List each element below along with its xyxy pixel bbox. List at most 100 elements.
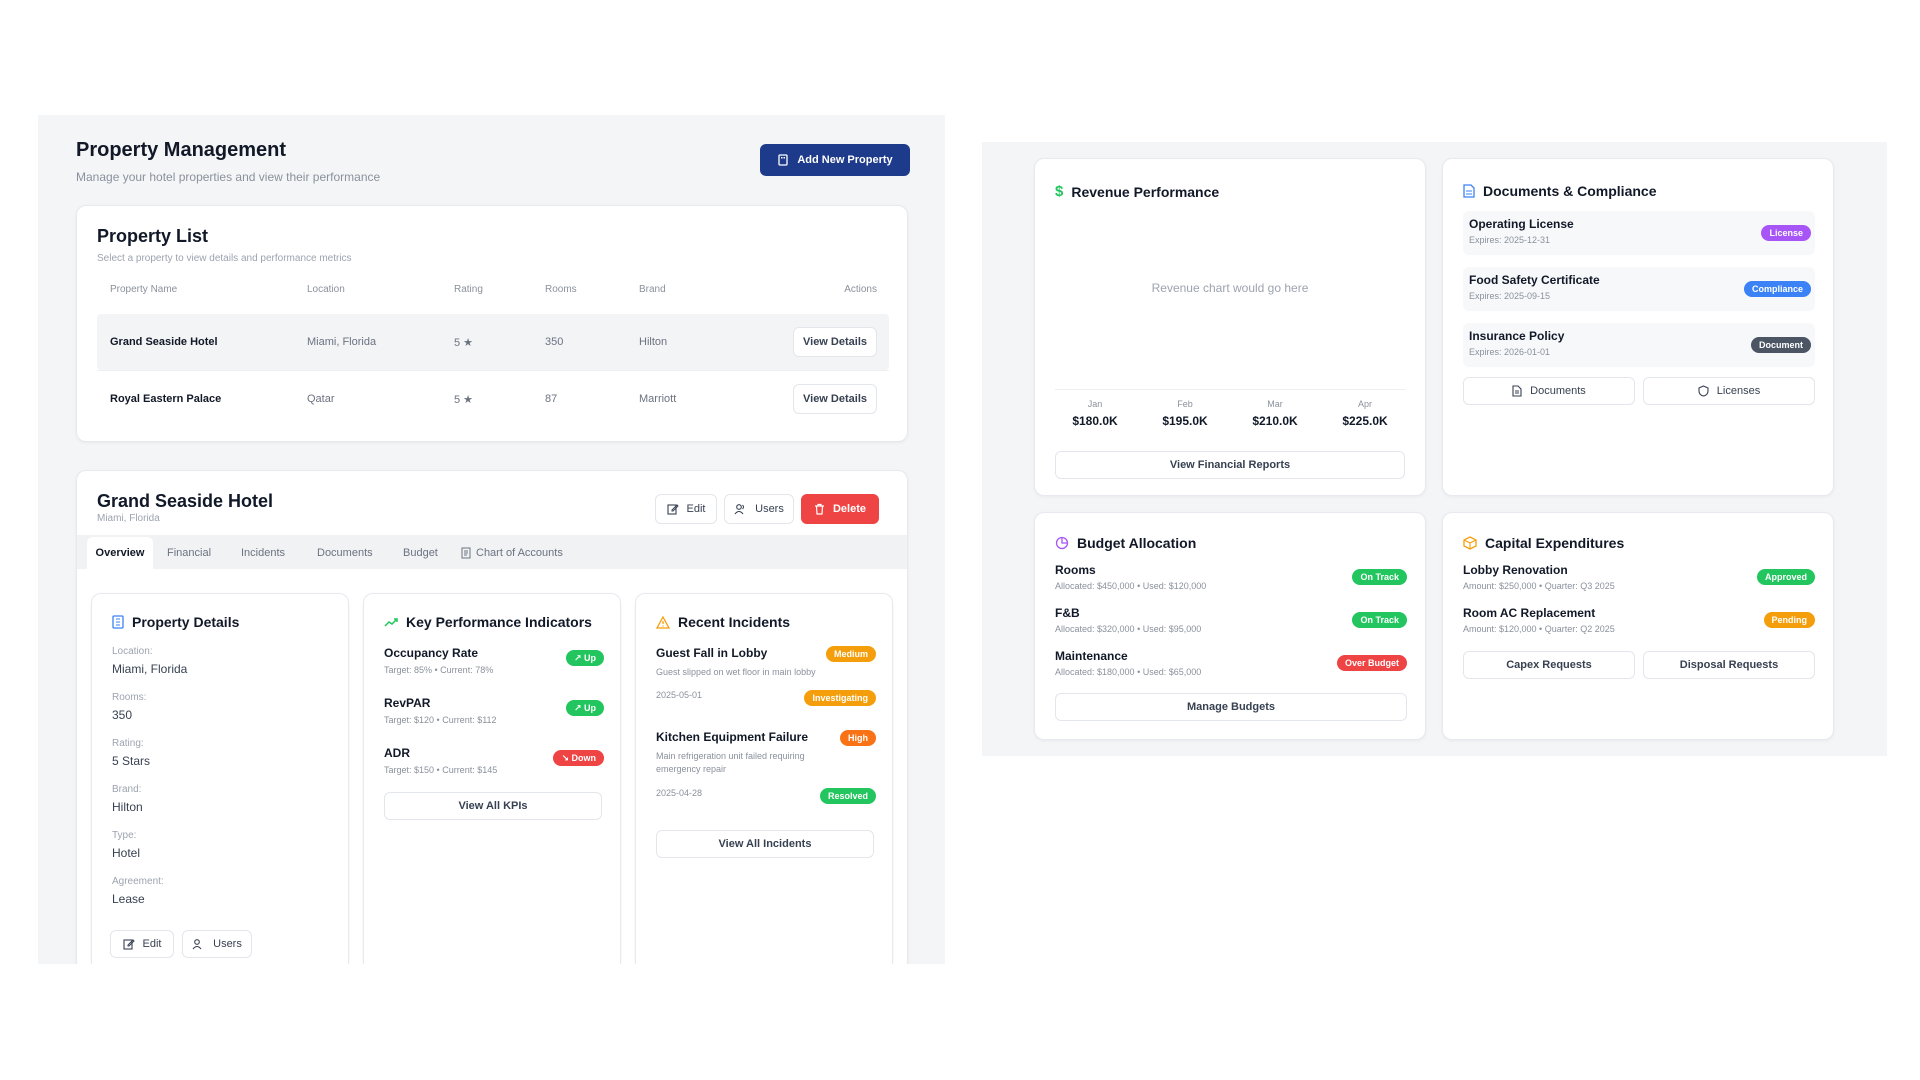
month-stat: Mar $210.0K: [1235, 399, 1315, 428]
edit-button[interactable]: Edit: [655, 494, 717, 524]
capex-name: Room AC Replacement: [1463, 606, 1596, 620]
delete-label: Delete: [832, 503, 867, 515]
tab-financial[interactable]: Financial: [167, 547, 212, 559]
document-item[interactable]: Operating License Expires: 2025-12-31 Li…: [1463, 211, 1815, 255]
tab-budget[interactable]: Budget: [403, 547, 438, 559]
budget-name: Maintenance: [1055, 649, 1128, 663]
revenue-title: $ Revenue Performance: [1055, 183, 1219, 200]
documents-title-text: Documents & Compliance: [1483, 183, 1657, 199]
documents-card: Documents & Compliance Operating License…: [1442, 158, 1834, 496]
cell-location: Miami, Florida: [307, 336, 377, 348]
details-users-button[interactable]: Users: [182, 930, 252, 958]
detail-label: Rating:: [112, 738, 144, 749]
edit-label: Edit: [686, 503, 706, 515]
detail-label: Rooms:: [112, 692, 147, 703]
selected-property-location: Miami, Florida: [97, 513, 160, 524]
kpi-detail: Target: 85% • Current: 78%: [384, 665, 494, 675]
users-icon: [734, 503, 747, 515]
budget-status: Over Budget: [1336, 655, 1407, 671]
month-value: $195.0K: [1162, 414, 1208, 428]
incident-desc: Main refrigeration unit failed requiring…: [656, 751, 805, 774]
trash-icon: [814, 503, 825, 515]
view-details-button[interactable]: View Details: [793, 327, 877, 357]
selected-property-card: Grand Seaside Hotel Miami, Florida Edit …: [76, 470, 908, 964]
building-icon: [777, 154, 789, 166]
detail-field: Location: Miami, Florida: [112, 646, 187, 676]
building-icon: [112, 615, 124, 629]
document-tag: Compliance: [1743, 281, 1811, 297]
document-expires: Expires: 2025-12-31: [1469, 235, 1551, 245]
document-item[interactable]: Food Safety Certificate Expires: 2025-09…: [1463, 267, 1815, 311]
disposal-requests-button[interactable]: Disposal Requests: [1643, 651, 1815, 679]
manage-budgets-button[interactable]: Manage Budgets: [1055, 693, 1407, 721]
month-value: $225.0K: [1342, 414, 1388, 428]
cell-rooms: 87: [545, 393, 558, 405]
budget-detail: Allocated: $320,000 • Used: $95,000: [1055, 624, 1202, 634]
status-badge: Investigating: [804, 690, 876, 706]
view-all-incidents-button[interactable]: View All Incidents: [656, 830, 874, 858]
budget-item: Maintenance Allocated: $180,000 • Used: …: [1055, 649, 1407, 685]
kpi-name: Occupancy Rate: [384, 646, 479, 660]
incidents-title-text: Recent Incidents: [678, 614, 791, 630]
incident-title: Kitchen Equipment Failure: [656, 730, 809, 744]
page-title: Property Management: [76, 139, 287, 161]
users-button[interactable]: Users: [724, 494, 794, 524]
kpi-item: RevPAR Target: $120 • Current: $112 ↗ Up: [384, 696, 604, 736]
capex-requests-button[interactable]: Capex Requests: [1463, 651, 1635, 679]
month-label: Jan: [1087, 399, 1103, 409]
detail-value: Hilton: [112, 800, 143, 814]
capex-status: Approved: [1756, 569, 1815, 585]
capex-detail: Amount: $250,000 • Quarter: Q3 2025: [1463, 581, 1615, 591]
users-label: Users: [755, 503, 784, 515]
licenses-button[interactable]: Licenses: [1643, 377, 1815, 405]
document-item[interactable]: Insurance Policy Expires: 2026-01-01 Doc…: [1463, 323, 1815, 367]
kpi-trend-label: Up: [584, 653, 596, 663]
kpi-name: ADR: [384, 746, 410, 760]
file-icon: [1512, 385, 1522, 397]
tab-incidents[interactable]: Incidents: [241, 547, 286, 559]
table-row[interactable]: Grand Seaside Hotel Miami, Florida 5 ★ 3…: [97, 314, 889, 370]
incident-desc: Guest slipped on wet floor in main lobby: [656, 667, 816, 677]
kpi-detail: Target: $120 • Current: $112: [384, 715, 497, 725]
incident-item: Kitchen Equipment Failure Main refrigera…: [656, 730, 876, 808]
add-new-property-button[interactable]: Add New Property: [760, 144, 910, 176]
view-details-button[interactable]: View Details: [793, 384, 877, 414]
detail-field: Rating: 5 Stars: [112, 738, 150, 768]
budget-detail: Allocated: $180,000 • Used: $65,000: [1055, 667, 1202, 677]
users-icon: [192, 938, 205, 950]
right-panel: $ Revenue Performance Revenue chart woul…: [982, 142, 1887, 756]
documents-button[interactable]: Documents: [1463, 377, 1635, 405]
details-edit-button[interactable]: Edit: [110, 930, 174, 958]
kpi-trend-badge: ↗ Up: [565, 650, 604, 666]
tab-documents[interactable]: Documents: [317, 547, 373, 559]
budget-item: Rooms Allocated: $450,000 • Used: $120,0…: [1055, 563, 1407, 599]
col-brand: Brand: [639, 284, 666, 295]
col-rating: Rating: [454, 284, 483, 295]
incident-title: Guest Fall in Lobby: [656, 646, 768, 660]
cell-rating: 5 ★: [454, 394, 474, 406]
budget-detail: Allocated: $450,000 • Used: $120,000: [1055, 581, 1207, 591]
document-name: Food Safety Certificate: [1469, 273, 1600, 287]
col-rooms: Rooms: [545, 284, 577, 295]
dollar-icon: $: [1055, 183, 1064, 200]
revenue-title-text: Revenue Performance: [1071, 183, 1220, 200]
capex-title-text: Capital Expenditures: [1485, 535, 1625, 551]
tab-overview[interactable]: Overview: [87, 537, 153, 569]
detail-value: Hotel: [112, 846, 141, 860]
package-icon: [1463, 536, 1477, 550]
documents-title: Documents & Compliance: [1463, 183, 1656, 199]
delete-button[interactable]: Delete: [801, 494, 879, 524]
document-icon: [1463, 184, 1475, 198]
view-all-kpis-button[interactable]: View All KPIs: [384, 792, 602, 820]
status-badge: Resolved: [819, 788, 876, 804]
kpi-title: Key Performance Indicators: [384, 614, 592, 630]
view-financial-reports-button[interactable]: View Financial Reports: [1055, 451, 1405, 479]
cell-property-name: Grand Seaside Hotel: [110, 336, 218, 348]
detail-value: Miami, Florida: [112, 662, 188, 676]
kpi-item: Occupancy Rate Target: 85% • Current: 78…: [384, 646, 604, 686]
property-details-card: Property Details Location: Miami, Florid…: [91, 593, 349, 964]
table-row[interactable]: Royal Eastern Palace Qatar 5 ★ 87 Marrio…: [97, 370, 889, 426]
tab-chart-of-accounts[interactable]: Chart of Accounts: [461, 537, 563, 569]
incidents-title: Recent Incidents: [656, 614, 790, 630]
kpi-trend-label: Down: [571, 753, 597, 763]
